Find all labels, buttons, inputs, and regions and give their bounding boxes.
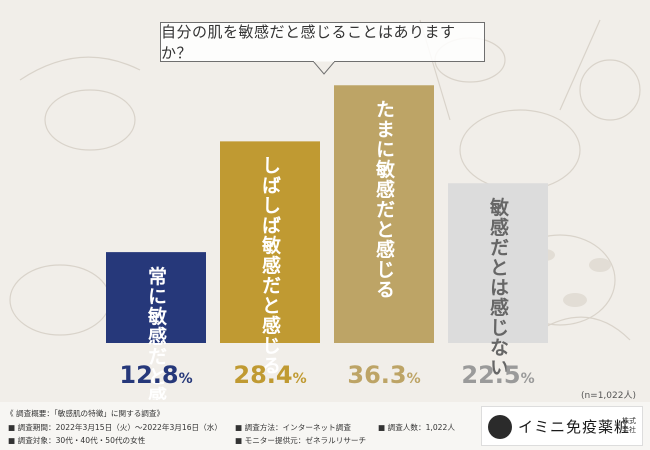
bar-category-label: 常に敏感だと感じる (145, 265, 168, 400)
bar-value-label: 12.8% (119, 361, 192, 389)
logo-sub: 株式会社 (622, 417, 636, 434)
overview-item-method: ■ 調査方法：インターネット調査 (235, 423, 351, 432)
overview-item-monitor: ■ モニター提供元：ゼネラルリサーチ (235, 436, 367, 445)
overview-heading: 《 調査概要：「敏感肌の特徴」に関する調査》 (6, 409, 165, 418)
bar (220, 141, 320, 343)
chart-title: 自分の肌を敏感だと感じることはありますか？ (161, 23, 456, 62)
bar-category-label: しばしば敏感だと感じる (259, 155, 282, 375)
logo-mark-icon (488, 415, 512, 439)
bar (448, 183, 548, 343)
bullet-icon: ■ (8, 423, 16, 432)
overview-item-period: ■ 調査期間：2022年3月15日（火）～2022年3月16日（水） (8, 423, 222, 432)
bar-category-label: 敏感だとは感じない (487, 196, 510, 377)
bullet-icon: ■ (8, 436, 16, 445)
sample-size-note: (n=1,022人) (580, 391, 636, 401)
bar-category-label: たまに敏感だと感じる (373, 99, 396, 299)
company-logo: イミニ免疫薬粧 株式会社 (481, 406, 643, 446)
overview-item-target: ■ 調査対象：30代・40代・50代の女性 (8, 436, 146, 445)
bar-value-label: 22.5% (461, 361, 534, 389)
bar (334, 85, 434, 344)
bar (106, 252, 206, 343)
chart-title-box: 自分の肌を敏感だと感じることはありますか？ (160, 22, 485, 62)
bar-value-label: 28.4% (233, 361, 306, 389)
bullet-icon: ■ (378, 423, 386, 432)
bullet-icon: ■ (235, 436, 243, 445)
logo-name: イミニ免疫薬粧 (518, 418, 631, 436)
bar-value-label: 36.3% (347, 361, 420, 389)
bullet-icon: ■ (235, 423, 243, 432)
overview-item-count: ■ 調査人数：1,022人 (378, 423, 455, 432)
speech-tail (313, 61, 335, 75)
